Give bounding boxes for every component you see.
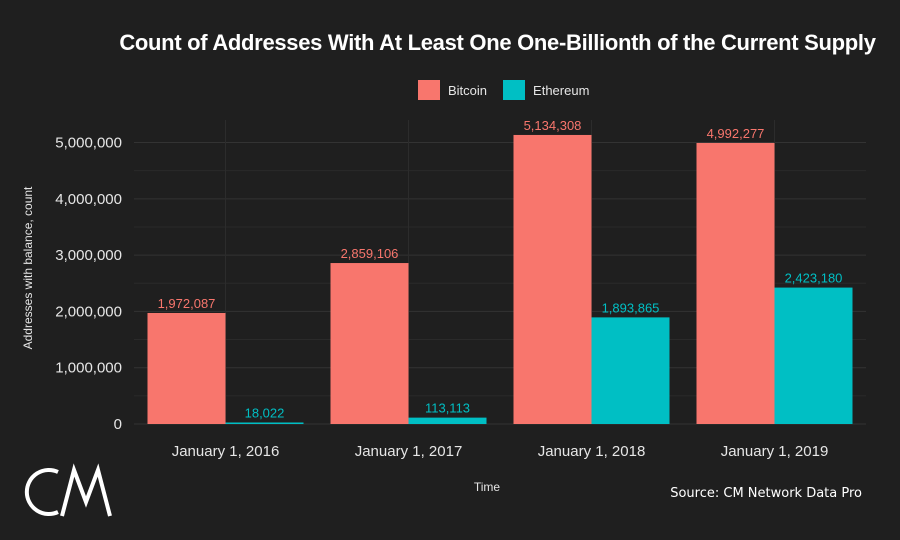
data-label-ethereum: 18,022: [245, 406, 285, 421]
bar-bitcoin: [147, 312, 226, 424]
legend-item-ethereum: Ethereum: [503, 80, 589, 100]
x-tick-label: January 1, 2019: [721, 443, 829, 460]
x-tick-label: January 1, 2018: [538, 443, 646, 460]
data-label-bitcoin: 5,134,308: [524, 118, 582, 133]
data-label-ethereum: 113,113: [425, 401, 470, 416]
data-label-ethereum: 2,423,180: [785, 271, 843, 286]
x-tick-label: January 1, 2016: [172, 443, 280, 460]
y-tick-label: 0: [114, 416, 122, 433]
bar-ethereum: [591, 317, 670, 424]
legend-label-ethereum: Ethereum: [533, 82, 590, 98]
bar-bitcoin: [696, 142, 775, 424]
data-label-bitcoin: 1,972,087: [158, 296, 216, 311]
cm-logo: [24, 463, 112, 517]
source-note: Source: CM Network Data Pro: [670, 486, 862, 501]
data-label-bitcoin: 4,992,277: [707, 126, 765, 141]
chart-title: Count of Addresses With At Least One One…: [119, 30, 876, 55]
data-label-bitcoin: 2,859,106: [341, 246, 399, 261]
bar-ethereum: [225, 422, 304, 424]
y-tick-label: 1,000,000: [55, 360, 122, 377]
y-tick-label: 5,000,000: [55, 135, 122, 152]
y-tick-label: 3,000,000: [55, 247, 122, 264]
y-axis-label: Addresses with balance, count: [21, 186, 35, 349]
bar-bitcoin: [513, 134, 592, 425]
bar-ethereum: [774, 287, 853, 424]
x-axis-label: Time: [474, 480, 501, 494]
y-tick-label: 2,000,000: [55, 303, 122, 320]
legend: Bitcoin Ethereum: [418, 80, 605, 100]
legend-label-bitcoin: Bitcoin: [448, 82, 488, 98]
legend-swatch-ethereum: [503, 80, 526, 100]
bar-ethereum: [408, 417, 487, 424]
bar-bitcoin: [330, 263, 409, 424]
legend-swatch-bitcoin: [418, 80, 440, 100]
data-label-ethereum: 1,893,865: [602, 300, 660, 315]
y-tick-label: 4,000,000: [55, 191, 122, 208]
legend-item-bitcoin: Bitcoin: [418, 80, 487, 100]
x-tick-label: January 1, 2017: [355, 443, 463, 460]
